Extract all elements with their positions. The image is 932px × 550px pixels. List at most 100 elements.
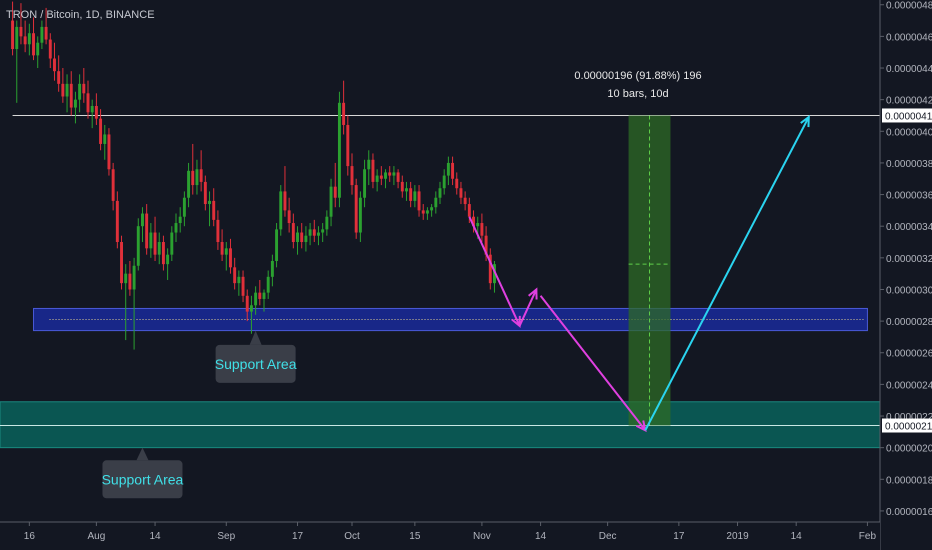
candle-body: [384, 172, 387, 179]
arrow-shaft: [539, 295, 647, 431]
candles-layer: [11, 1, 496, 350]
candle-body: [182, 197, 186, 217]
candle-body: [195, 169, 199, 186]
candle: [346, 115, 350, 176]
candle: [23, 20, 27, 53]
candle: [149, 223, 153, 258]
candle: [224, 242, 228, 271]
candle: [283, 166, 287, 217]
candle: [442, 169, 446, 195]
candle-body: [270, 261, 274, 277]
candle: [262, 289, 266, 312]
candle-body: [61, 83, 65, 97]
candle-body: [124, 273, 128, 284]
candle-body: [463, 197, 467, 205]
measure-label-line2: 10 bars, 10d: [607, 88, 668, 100]
candle-body: [488, 254, 492, 284]
candle-body: [367, 159, 371, 170]
candle-body: [15, 26, 19, 50]
candle-body: [199, 169, 203, 182]
candle: [354, 178, 358, 239]
symbol-title[interactable]: TRON / Bitcoin, 1D, BINANCE: [6, 9, 155, 21]
callouts-layer: Support Area Support Area: [102, 330, 297, 499]
candle-body: [304, 235, 308, 243]
candle: [396, 169, 400, 189]
arrow-head: [800, 115, 810, 128]
cyan-arrow-up[interactable]: [644, 115, 810, 431]
candle: [371, 153, 375, 189]
candle: [99, 109, 103, 151]
x-tick-label: 16: [24, 531, 36, 542]
candle: [73, 91, 77, 124]
support-callout-lower[interactable]: Support Area: [102, 447, 184, 499]
candle: [90, 99, 94, 129]
candle: [120, 235, 123, 290]
y-axis-background: [880, 0, 932, 550]
candle-body: [283, 191, 287, 211]
candle: [86, 80, 90, 119]
callout-pointer: [136, 447, 149, 461]
candle: [413, 185, 417, 208]
candle-body: [417, 191, 421, 211]
candle: [36, 36, 40, 69]
candle-body: [40, 26, 44, 43]
candle: [367, 150, 371, 186]
candle-body: [480, 223, 484, 236]
candle-body: [11, 20, 15, 50]
candle-body: [484, 235, 488, 255]
candle-body: [375, 175, 379, 182]
candle-body: [451, 162, 455, 179]
support-callout-upper[interactable]: Support Area: [215, 330, 297, 383]
candle: [358, 191, 362, 243]
candle: [233, 257, 237, 290]
candle: [107, 128, 111, 176]
x-axis[interactable]: 16 Aug 14 Sep 17 Oct 15 Nov 14 Dec 17 2019 14 Feb: [0, 521, 880, 550]
candle-body: [392, 172, 396, 176]
x-tick-label: 15: [409, 531, 421, 542]
candle: [145, 204, 149, 255]
candle-body: [358, 197, 362, 233]
candle-body: [308, 229, 312, 236]
x-tick-label: Nov: [473, 531, 491, 542]
candle-body: [287, 210, 291, 224]
candle-body: [446, 162, 450, 176]
candle: [216, 210, 220, 250]
measure-label-line1: 0.00000196 (91.88%) 196: [574, 70, 701, 82]
candle-body: [296, 232, 299, 243]
x-tick-label: Oct: [344, 531, 360, 542]
candle-body: [145, 213, 149, 249]
candle: [325, 210, 329, 236]
candle-body: [442, 175, 446, 189]
candle-body: [120, 242, 123, 284]
x-tick-label: 14: [535, 531, 547, 542]
support-zone-upper[interactable]: [33, 307, 868, 332]
support-zone-lower[interactable]: [0, 401, 881, 449]
candle-body: [86, 93, 90, 113]
candle-body: [438, 188, 442, 198]
candle: [455, 172, 459, 195]
x-tick-label: Dec: [599, 531, 617, 542]
magenta-arrow-up-1[interactable]: [518, 287, 538, 327]
candle: [430, 204, 434, 217]
candle: [363, 159, 367, 208]
candle: [82, 68, 86, 103]
candle-body: [472, 216, 475, 227]
candle-body: [476, 223, 480, 227]
candle: [312, 219, 316, 243]
candle-body: [224, 248, 228, 255]
candle-body: [337, 102, 341, 198]
candle-body: [455, 178, 459, 189]
candle: [182, 191, 186, 227]
candle: [409, 181, 413, 208]
candle: [166, 248, 170, 280]
candle-body: [65, 83, 69, 97]
candle-body: [342, 102, 346, 125]
